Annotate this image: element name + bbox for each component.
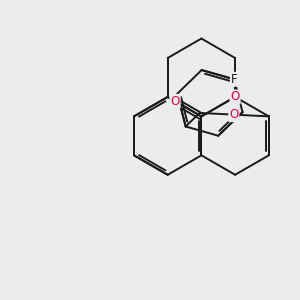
Text: F: F [231, 73, 238, 86]
Text: O: O [229, 108, 239, 121]
Text: O: O [170, 95, 180, 108]
Text: O: O [230, 90, 240, 104]
